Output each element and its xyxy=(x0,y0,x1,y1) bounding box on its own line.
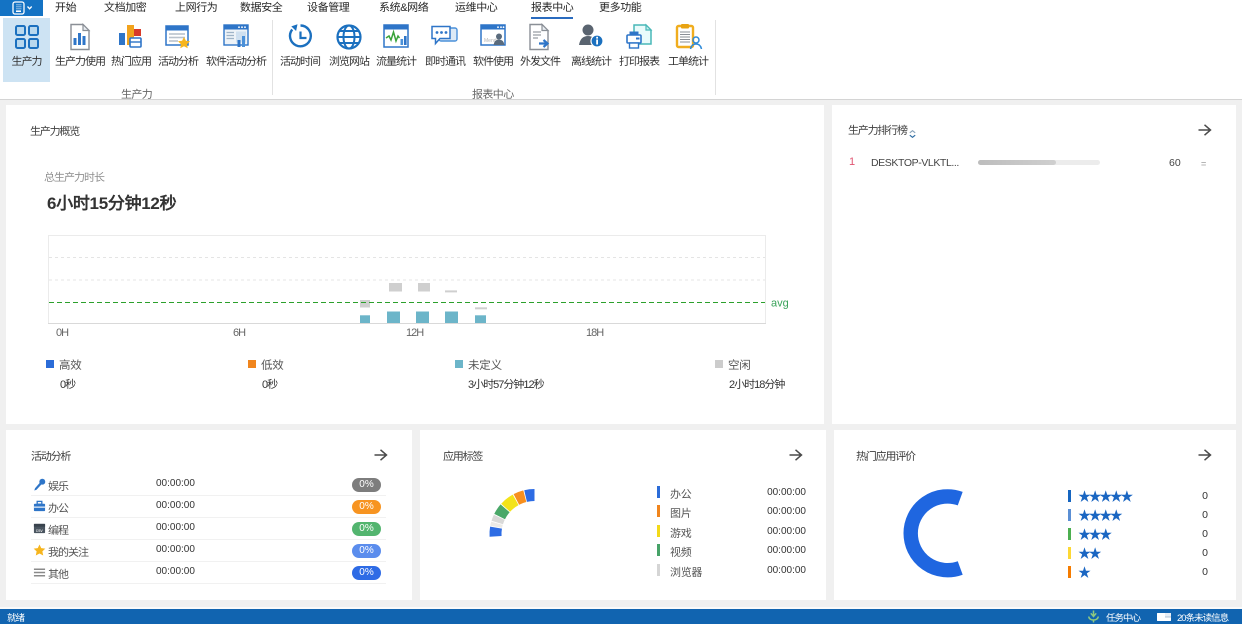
svg-text:Mende: Mende xyxy=(484,38,500,44)
svg-text:csv: csv xyxy=(36,528,44,533)
svg-text:avg: avg xyxy=(771,298,788,310)
